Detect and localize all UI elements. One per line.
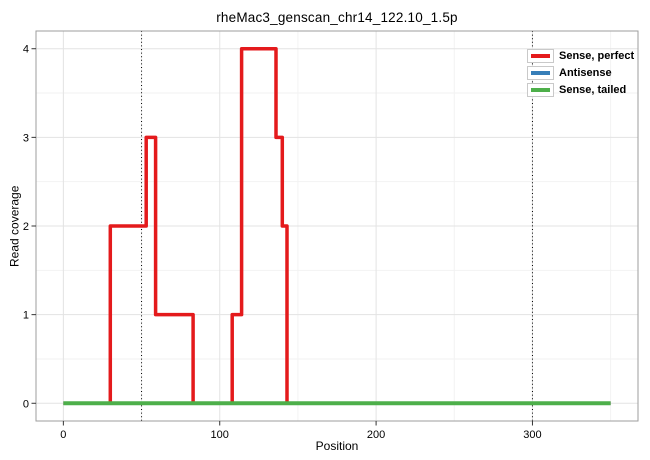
x-tick-label: 200 [367, 429, 385, 441]
legend-item-label: Sense, perfect [559, 50, 635, 62]
x-tick-label: 100 [211, 429, 229, 441]
legend-key-box [527, 49, 554, 63]
legend: Sense, perfect Antisense Sense, tailed [527, 49, 634, 100]
legend-item: Sense, tailed [527, 83, 634, 97]
series-line-sense-perfect [63, 46, 611, 406]
legend-item: Antisense [527, 66, 634, 80]
legend-key-box [527, 66, 554, 80]
legend-key-line-icon [531, 54, 550, 58]
legend-key-line-icon [531, 71, 550, 75]
chart-title: rheMac3_genscan_chr14_122.10_1.5p [216, 10, 458, 25]
legend-item-label: Sense, tailed [559, 84, 627, 96]
legend-key-line-icon [531, 88, 550, 92]
y-tick-label: 3 [23, 132, 29, 144]
y-tick-label: 0 [23, 398, 29, 410]
y-tick-label: 1 [23, 310, 29, 322]
axis-tick-labels: 0 100 200 300 0 1 2 3 4 [23, 44, 542, 441]
legend-item-label: Antisense [559, 67, 612, 79]
x-axis-title: Position [315, 439, 359, 453]
axis-ticks [31, 48, 533, 426]
legend-item: Sense, perfect [527, 49, 634, 63]
x-tick-label: 300 [523, 429, 541, 441]
x-tick-label: 0 [60, 429, 66, 441]
y-tick-label: 2 [23, 221, 29, 233]
y-tick-label: 4 [23, 44, 29, 56]
legend-key-box [527, 83, 554, 97]
